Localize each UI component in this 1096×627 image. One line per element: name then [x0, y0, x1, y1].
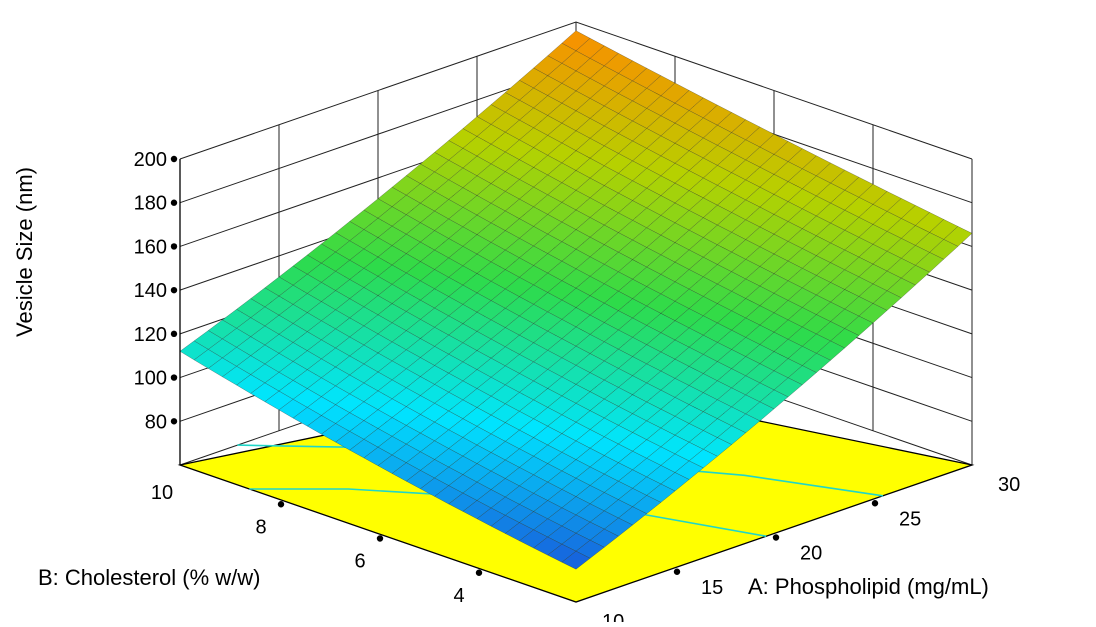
x-tick-label: 30 — [998, 474, 1020, 496]
y-tick-label: 8 — [255, 516, 266, 538]
x-tick-dot — [871, 500, 879, 507]
x-axis-label: A: Phospholipid (mg/mL) — [748, 574, 989, 599]
z-tick-label: 160 — [134, 236, 167, 258]
axes: 801001201401601802002468101015202530 — [134, 149, 1021, 627]
z-axis-label: Vesicle Size (nm) — [12, 167, 37, 337]
z-tick-label: 180 — [134, 193, 167, 215]
y-tick-dot — [277, 501, 285, 508]
z-tick-label: 200 — [134, 149, 167, 171]
y-tick-label: 4 — [453, 585, 464, 607]
x-tick-dot — [772, 534, 780, 541]
y-axis-label: B: Cholesterol (% w/w) — [38, 565, 261, 590]
z-tick-dot — [170, 155, 178, 163]
z-tick-label: 120 — [134, 324, 167, 346]
x-tick-label: 25 — [899, 508, 921, 530]
z-tick-dot — [170, 243, 178, 250]
y-tick-label: 10 — [151, 482, 173, 504]
z-tick-dot — [170, 286, 178, 294]
x-tick-label: 20 — [800, 543, 822, 565]
z-tick-dot — [170, 199, 178, 206]
z-tick-dot — [170, 374, 178, 381]
x-tick-label: 15 — [701, 577, 723, 599]
z-tick-label: 80 — [145, 411, 167, 433]
z-tick-dot — [170, 330, 178, 338]
surface-cell — [561, 550, 591, 570]
z-tick-label: 100 — [134, 368, 167, 390]
z-tick-label: 140 — [134, 280, 167, 302]
x-tick-label: 10 — [602, 611, 624, 622]
x-tick-dot — [673, 568, 681, 575]
response-surface — [179, 30, 973, 570]
z-tick-dot — [170, 418, 178, 425]
y-tick-label: 6 — [354, 551, 365, 573]
y-tick-dot — [475, 569, 483, 576]
y-tick-dot — [376, 535, 384, 542]
